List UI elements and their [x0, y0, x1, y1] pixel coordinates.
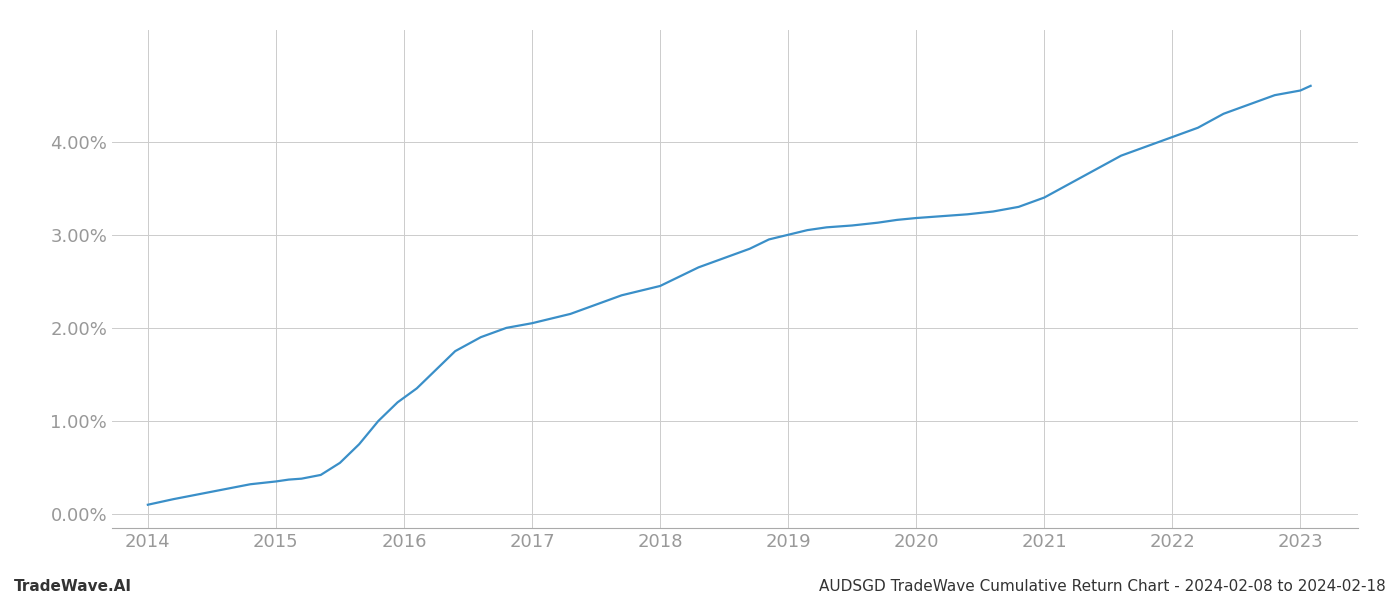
Text: TradeWave.AI: TradeWave.AI [14, 579, 132, 594]
Text: AUDSGD TradeWave Cumulative Return Chart - 2024-02-08 to 2024-02-18: AUDSGD TradeWave Cumulative Return Chart… [819, 579, 1386, 594]
